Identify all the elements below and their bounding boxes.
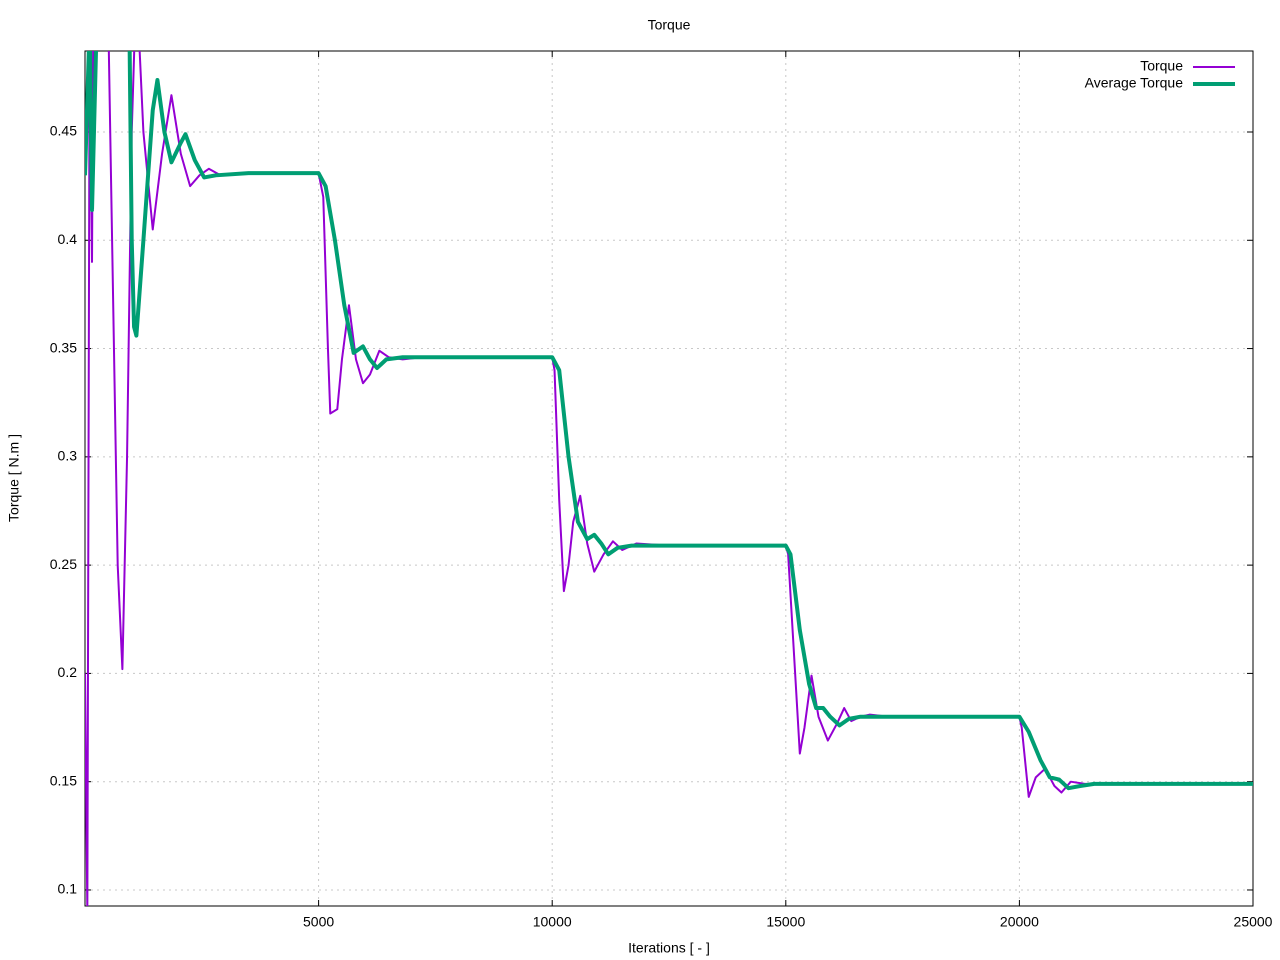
x-tick-label: 10000 bbox=[533, 914, 572, 930]
x-tick-label: 15000 bbox=[766, 914, 805, 930]
y-tick-label: 0.35 bbox=[50, 339, 77, 355]
x-tick-label: 5000 bbox=[303, 914, 334, 930]
y-tick-label: 0.25 bbox=[50, 556, 77, 572]
y-tick-label: 0.15 bbox=[50, 772, 77, 788]
y-tick-label: 0.45 bbox=[50, 123, 77, 139]
legend-label: Torque bbox=[1140, 58, 1183, 74]
y-tick-label: 0.1 bbox=[58, 881, 78, 897]
plot-border bbox=[84, 50, 1254, 907]
legend-label: Average Torque bbox=[1085, 75, 1184, 91]
x-axis-label: Iterations [ - ] bbox=[628, 940, 710, 956]
plot-area bbox=[85, 51, 1253, 906]
y-tick-label: 0.4 bbox=[58, 231, 78, 247]
chart-title: Torque bbox=[648, 17, 691, 33]
y-tick-label: 0.3 bbox=[58, 448, 78, 464]
y-axis-label: Torque [ N.m ] bbox=[6, 434, 22, 522]
y-tick-label: 0.2 bbox=[58, 664, 78, 680]
series-line bbox=[85, 51, 1253, 906]
x-tick-label: 25000 bbox=[1234, 914, 1273, 930]
series-line bbox=[85, 51, 1253, 791]
x-tick-label: 20000 bbox=[1000, 914, 1039, 930]
